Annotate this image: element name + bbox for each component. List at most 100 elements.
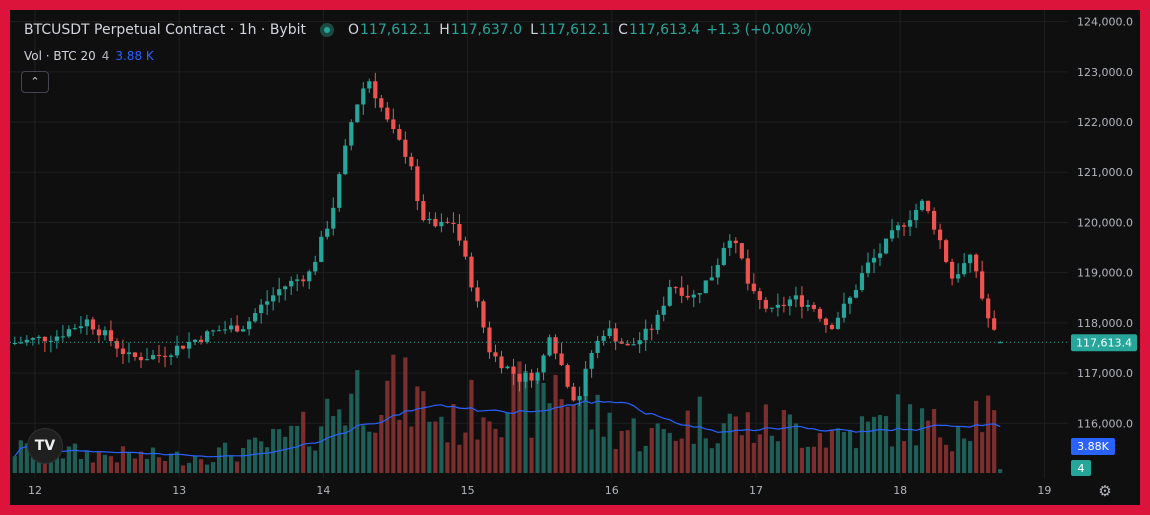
tradingview-logo[interactable]: TV: [27, 428, 63, 464]
candle: [132, 352, 138, 361]
candle-body: [823, 318, 829, 325]
volume-current-tag: [1071, 460, 1091, 476]
candle: [709, 265, 714, 281]
volume-bar: [919, 408, 925, 473]
candle-body: [643, 328, 648, 341]
volume-label[interactable]: Vol · BTC 20: [24, 49, 96, 63]
collapse-legend-button[interactable]: ⌃: [21, 71, 49, 93]
candle: [877, 243, 883, 267]
candle: [192, 339, 198, 346]
candle-body: [625, 343, 630, 346]
open-value: 117,612.1: [360, 22, 432, 38]
volume-bar: [895, 394, 901, 473]
candle-layer: [12, 72, 1003, 406]
candle-body: [637, 340, 642, 345]
volume-bar: [271, 428, 276, 473]
candle-body: [691, 294, 696, 298]
candle: [547, 334, 552, 357]
candle-body: [589, 352, 594, 369]
volume-bar: [313, 450, 318, 473]
candle-body: [980, 271, 985, 299]
candle: [84, 314, 90, 336]
candle: [114, 338, 120, 358]
volume-bar: [469, 379, 474, 473]
symbol-title[interactable]: BTCUSDT Perpetual Contract · 1h · Bybit: [24, 22, 306, 38]
volume-bar: [337, 409, 342, 473]
candle-body: [835, 317, 841, 329]
candle-body: [769, 307, 774, 309]
candle-body: [108, 330, 114, 342]
candle-body: [451, 222, 456, 225]
volume-bar: [877, 414, 883, 473]
candle: [601, 330, 606, 346]
candle: [283, 285, 288, 301]
candle: [210, 329, 216, 336]
candle-body: [198, 339, 204, 342]
candle: [457, 214, 462, 246]
candle: [577, 386, 582, 406]
candle: [805, 299, 811, 312]
y-tick-label: 122,000.0: [1077, 116, 1133, 129]
candle: [619, 338, 624, 344]
volume-bar: [523, 370, 528, 473]
candle: [901, 222, 907, 236]
candle: [72, 324, 77, 331]
volume-bar: [577, 403, 582, 473]
volume-bar: [853, 448, 859, 473]
candle: [962, 253, 967, 277]
candle-body: [42, 336, 47, 342]
candle-body: [90, 319, 96, 330]
volume-bar: [216, 447, 222, 473]
candle-body: [325, 228, 330, 237]
axis-layer: 124,000.0 123,000.0 122,000.0 121,000.0 120,…: [10, 16, 1137, 497]
x-tick-label: 16: [605, 484, 619, 497]
volume-bar: [835, 428, 841, 473]
volume-bar: [787, 414, 792, 473]
volume-bar: [637, 451, 642, 473]
volume-bar: [529, 437, 534, 473]
volume-bar: [601, 436, 606, 473]
volume-bar: [180, 465, 186, 473]
volume-bar: [673, 440, 678, 473]
candle-body: [204, 331, 210, 342]
volume-bar: [24, 443, 29, 473]
candle: [781, 296, 786, 313]
candle: [102, 326, 108, 341]
candle: [823, 317, 829, 333]
candlestick-chart[interactable]: 124,000.0 123,000.0 122,000.0 121,000.0 120,…: [10, 10, 1140, 505]
candle-body: [367, 81, 372, 89]
candle: [793, 286, 798, 308]
volume-bar: [343, 425, 348, 473]
volume-bar: [138, 451, 144, 473]
candle-body: [715, 264, 720, 278]
candle-body: [168, 355, 174, 357]
candle: [553, 334, 558, 360]
volume-bar: [937, 437, 943, 473]
y-tick-label: 116,000.0: [1077, 417, 1133, 430]
candle-body: [745, 258, 750, 284]
candle-body: [24, 339, 29, 343]
candle: [439, 213, 444, 233]
candle-body: [84, 319, 90, 327]
candle-body: [120, 348, 126, 355]
volume-bar: [307, 446, 312, 473]
candle-body: [132, 352, 138, 357]
candle: [421, 194, 426, 222]
candle-body: [895, 225, 901, 231]
volume-layer: [12, 354, 1003, 473]
candle: [96, 324, 102, 344]
volume-bar: [889, 446, 895, 473]
candle-body: [433, 218, 438, 227]
volume-bar: [445, 442, 450, 473]
volume-bar: [373, 432, 378, 473]
candle: [337, 172, 342, 212]
gear-icon[interactable]: ⚙: [1098, 482, 1112, 500]
candle-body: [295, 279, 300, 281]
candle-body: [499, 356, 504, 369]
candle-body: [54, 336, 59, 341]
candle: [745, 249, 750, 291]
volume-bar: [998, 469, 1003, 473]
volume-bar: [697, 396, 702, 473]
volume-bar: [397, 419, 402, 473]
candle-body: [553, 337, 558, 354]
